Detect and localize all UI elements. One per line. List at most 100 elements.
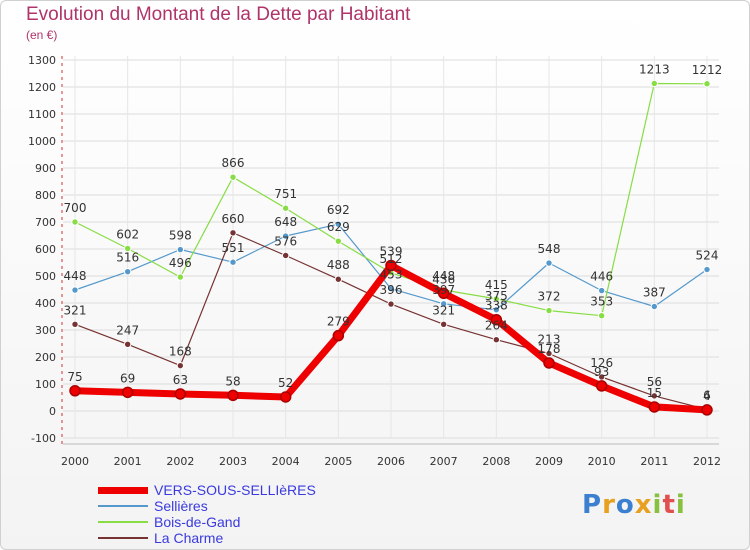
data-point	[492, 336, 501, 344]
x-tick-label: 2004	[272, 455, 300, 468]
data-label: 448	[432, 269, 455, 283]
y-tick-label: 1000	[28, 135, 56, 148]
data-point	[71, 320, 79, 329]
data-label: 168	[169, 345, 192, 359]
data-label: 453	[380, 268, 403, 282]
x-tick-label: 2002	[166, 455, 194, 468]
data-label: 524	[696, 249, 719, 263]
data-point	[229, 258, 237, 266]
legend-label: VERS-SOUS-SELLIèRES	[154, 482, 316, 498]
data-point	[385, 259, 397, 272]
data-label: 602	[116, 227, 139, 241]
y-tick-label: 700	[35, 216, 56, 229]
x-tick-label: 2011	[640, 455, 668, 468]
data-point	[703, 265, 711, 274]
x-tick-label: 2003	[219, 455, 247, 468]
y-tick-label: 900	[35, 162, 56, 175]
data-point	[69, 385, 81, 397]
data-label: 488	[327, 258, 350, 272]
data-label: 397	[432, 283, 455, 297]
data-point	[281, 251, 290, 260]
data-point	[703, 80, 711, 88]
legend-swatch	[98, 505, 148, 507]
data-label: 75	[67, 370, 82, 384]
x-tick-label: 2007	[430, 455, 458, 468]
data-point	[227, 389, 239, 402]
data-point	[650, 392, 659, 400]
data-label: 660	[222, 212, 245, 226]
data-label: 353	[590, 295, 613, 309]
data-label: 548	[538, 242, 561, 256]
data-label: 338	[485, 299, 508, 313]
data-point	[437, 287, 450, 300]
x-tick-label: 2012	[693, 455, 721, 468]
data-label: 700	[64, 201, 87, 215]
data-label: 58	[225, 374, 240, 388]
data-point	[334, 275, 343, 283]
data-label: 415	[485, 278, 508, 292]
data-point	[281, 204, 290, 212]
data-label: 598	[169, 229, 192, 243]
data-label: 576	[274, 234, 297, 248]
proxiti-logo: Proxiti	[582, 490, 686, 520]
y-tick-label: 0	[49, 405, 56, 418]
data-point	[279, 391, 292, 403]
data-label: 436	[432, 272, 455, 286]
y-tick-label: 100	[35, 378, 56, 391]
data-label: 1212	[692, 63, 723, 77]
x-tick-label: 2001	[114, 455, 142, 468]
data-label: 4	[703, 389, 711, 403]
data-point	[439, 300, 448, 308]
data-point	[176, 245, 185, 254]
data-label: 264	[485, 319, 508, 333]
legend-swatch	[98, 487, 148, 494]
data-point	[597, 311, 606, 320]
data-label: 69	[120, 371, 135, 385]
x-tick-label: 2000	[61, 455, 89, 468]
data-label: 15	[647, 386, 662, 400]
data-label: 512	[380, 252, 403, 266]
legend-label: La Charme	[154, 530, 224, 546]
data-point	[121, 386, 134, 399]
data-label: 396	[380, 283, 403, 297]
data-point	[123, 244, 132, 253]
data-point	[543, 357, 555, 369]
data-label: 751	[274, 187, 297, 201]
data-point	[71, 218, 79, 226]
data-point	[595, 380, 608, 392]
data-label: 1213	[639, 62, 670, 76]
data-point	[387, 284, 395, 293]
data-label: 692	[327, 203, 350, 217]
data-label: 539	[380, 244, 403, 258]
data-label: 213	[538, 332, 561, 346]
y-tick-label: 200	[35, 351, 56, 364]
data-point	[545, 349, 553, 358]
data-label: 516	[116, 251, 139, 265]
data-label: 387	[643, 286, 666, 300]
data-point	[334, 237, 343, 245]
y-tick-label: 1300	[28, 54, 56, 67]
legend-swatch	[98, 537, 148, 539]
data-label: 126	[590, 356, 613, 370]
legend-label: Sellières	[154, 498, 208, 514]
y-tick-label: -100	[31, 432, 56, 445]
data-label: 866	[222, 156, 245, 170]
y-tick-label: 800	[35, 189, 56, 202]
data-point	[176, 273, 185, 281]
data-label: 372	[538, 290, 561, 304]
data-label: 375	[485, 289, 508, 303]
data-label: 448	[64, 269, 87, 283]
data-point	[545, 259, 553, 267]
legend-label: Bois-de-Gand	[154, 514, 241, 530]
data-point	[332, 329, 345, 342]
data-point	[492, 295, 501, 303]
data-point	[229, 173, 237, 181]
data-point	[545, 306, 553, 315]
data-point	[650, 302, 659, 311]
y-tick-label: 1200	[28, 81, 56, 94]
data-label: 247	[116, 323, 139, 337]
data-point	[492, 306, 501, 314]
y-tick-label: 300	[35, 324, 56, 337]
x-tick-label: 2009	[535, 455, 563, 468]
